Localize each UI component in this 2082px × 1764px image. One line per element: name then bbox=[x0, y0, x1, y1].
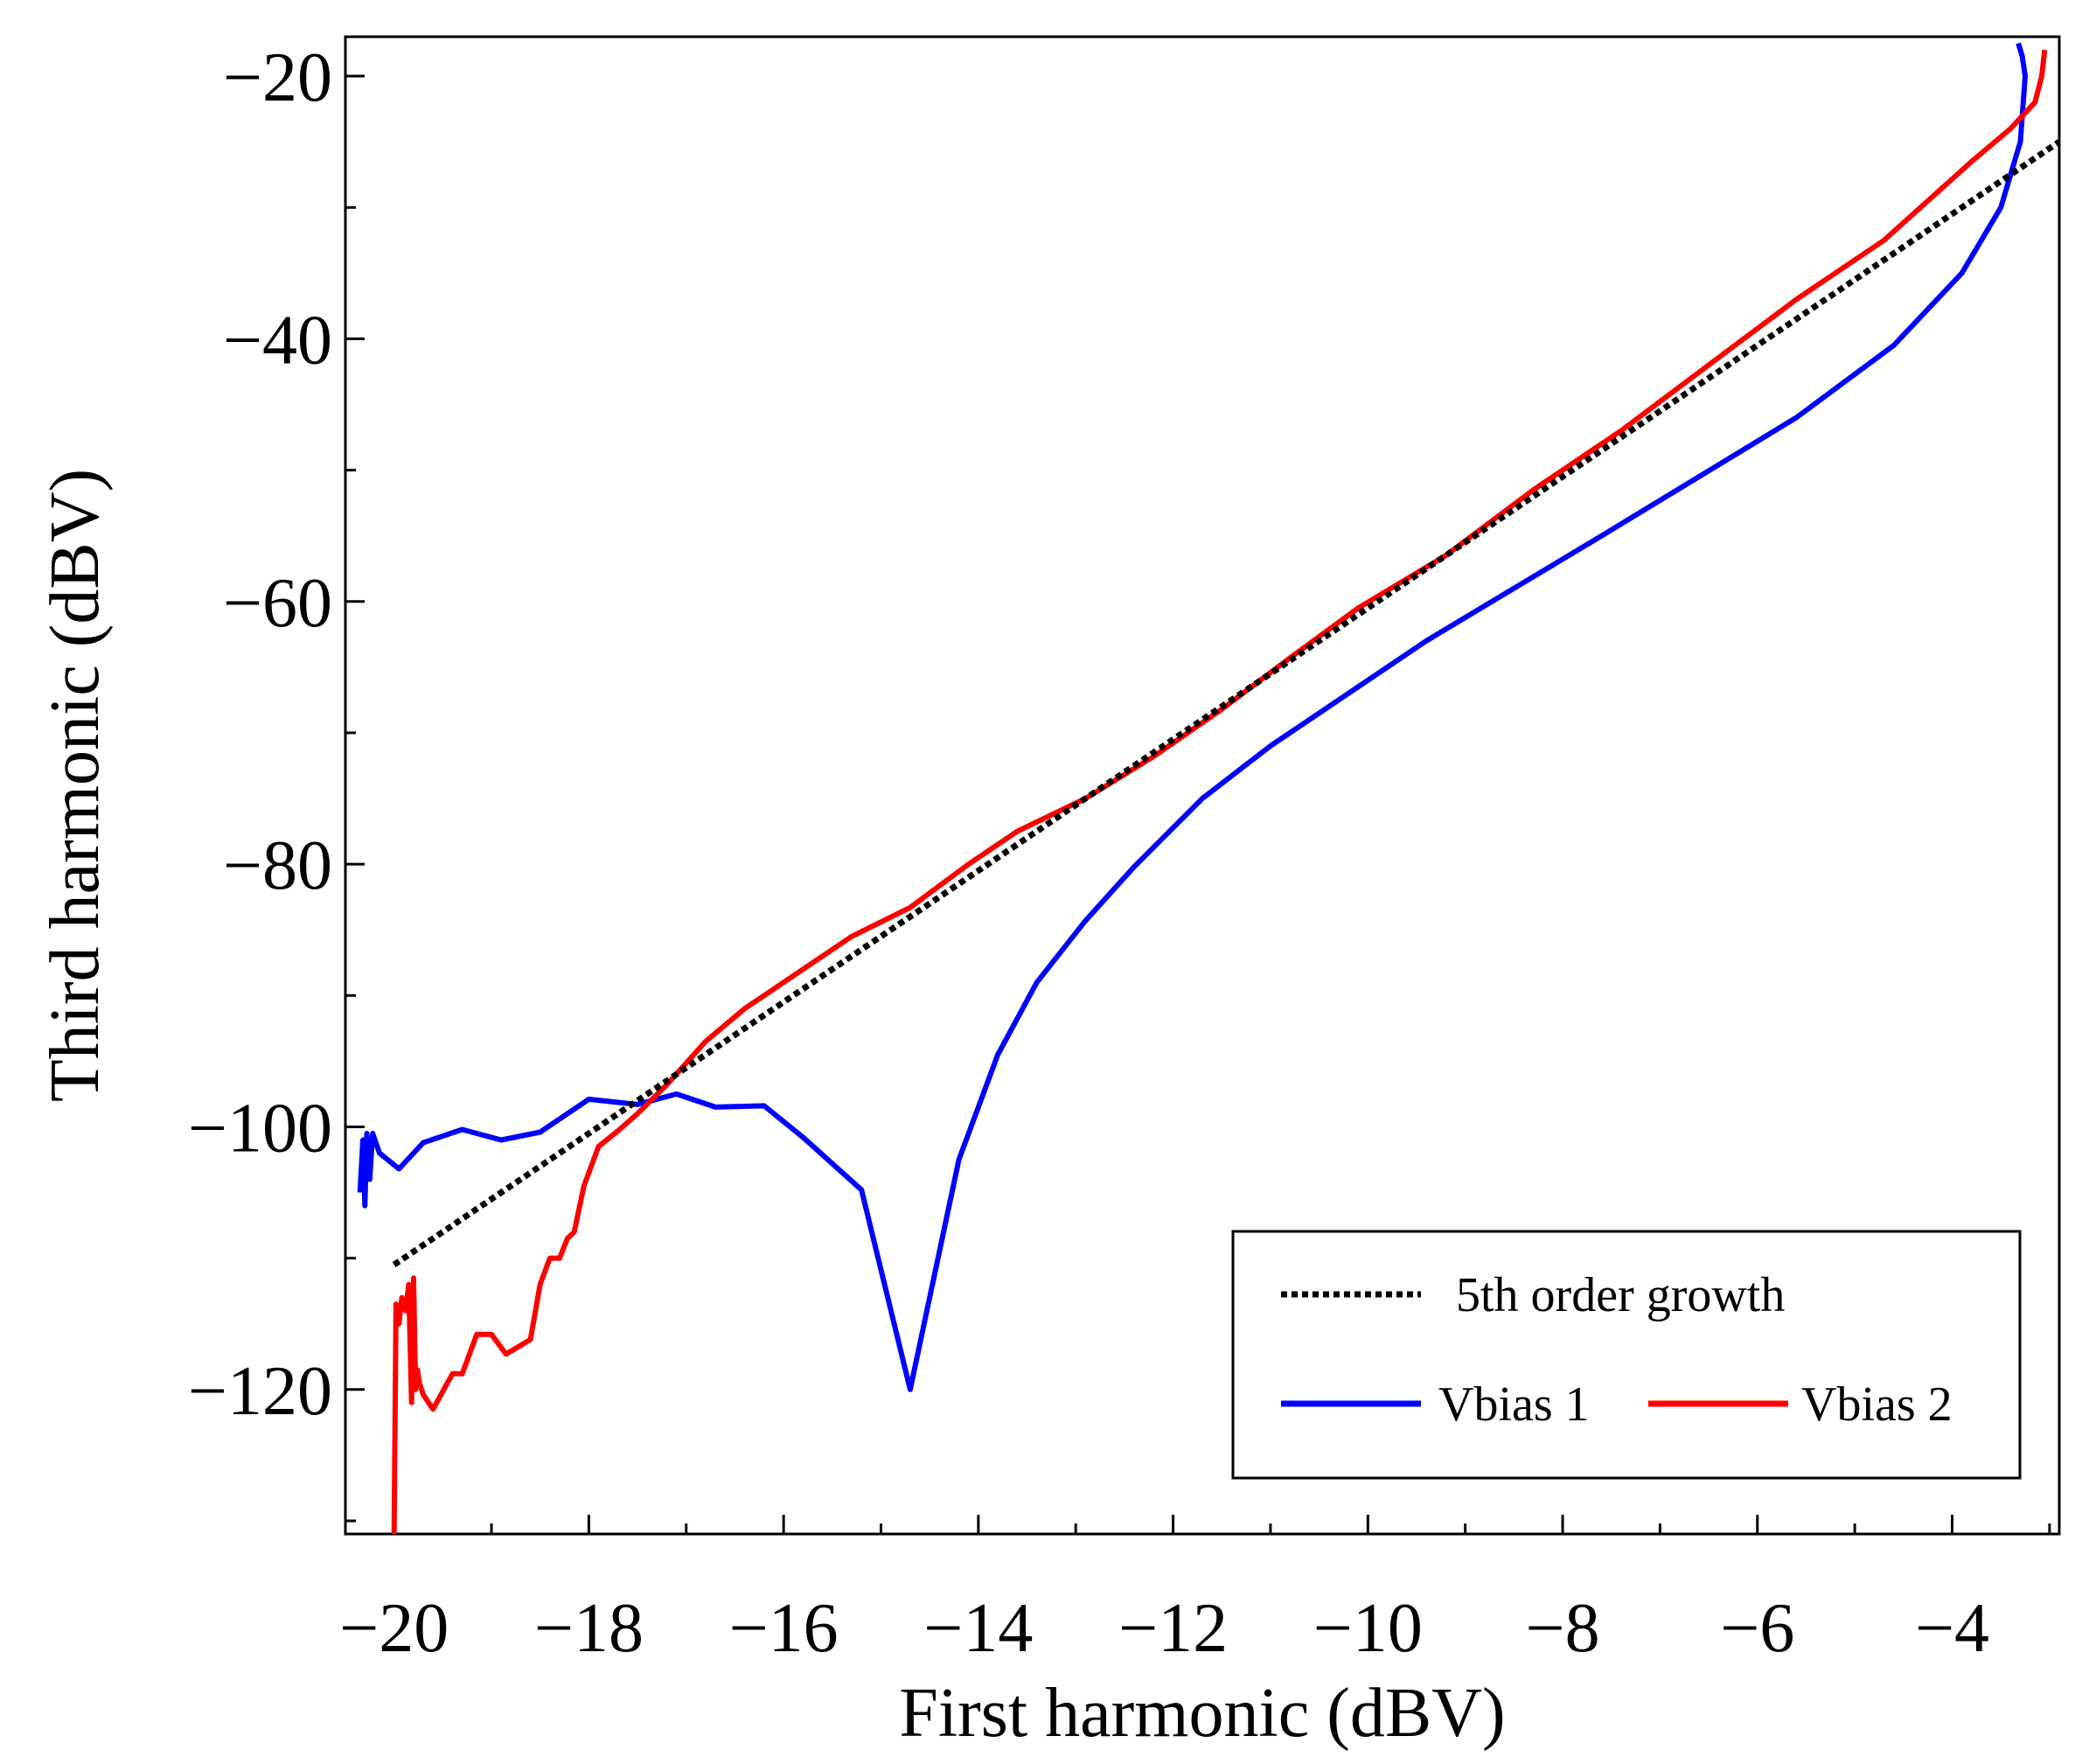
series-line-5th-order-growth bbox=[392, 139, 2061, 1268]
x-axis-ticks bbox=[393, 1515, 2051, 1534]
y-axis-label: Third harmonic (dBV) bbox=[37, 469, 114, 1102]
x-tick-label: −14 bbox=[923, 1590, 1033, 1667]
x-axis-label: First harmonic (dBV) bbox=[899, 1675, 1505, 1752]
x-tick-label: −16 bbox=[729, 1590, 839, 1667]
y-axis-tick-labels: −20 −40 −60 −80 −100 −120 bbox=[188, 39, 332, 1430]
legend-box bbox=[1231, 1230, 2022, 1480]
series-line-vbias-2 bbox=[391, 49, 2048, 1535]
x-tick-label: −20 bbox=[339, 1590, 449, 1667]
x-axis-tick-labels: −20 −18 −16 −14 −12 −10 −8 −6 −4 bbox=[339, 1590, 1989, 1667]
y-tick-label: −40 bbox=[223, 302, 332, 379]
y-tick-label: −100 bbox=[188, 1090, 332, 1167]
legend-label-5th-order: 5th order growth bbox=[1456, 1268, 1785, 1322]
x-tick-label: −18 bbox=[534, 1590, 644, 1667]
x-tick-label: −12 bbox=[1118, 1590, 1228, 1667]
legend: 5th order growth Vbias 1 Vbias 2 bbox=[1231, 1230, 2022, 1480]
y-tick-label: −20 bbox=[223, 39, 332, 116]
x-tick-label: −4 bbox=[1915, 1590, 1989, 1667]
y-tick-label: −80 bbox=[223, 827, 332, 904]
legend-label-vbias-2: Vbias 2 bbox=[1801, 1377, 1953, 1432]
series-line-vbias-1 bbox=[357, 42, 2028, 1392]
series-layer bbox=[357, 42, 2061, 1535]
y-tick-label: −120 bbox=[188, 1353, 332, 1430]
y-axis-ticks bbox=[345, 74, 365, 1523]
x-tick-label: −6 bbox=[1720, 1590, 1794, 1667]
x-tick-label: −8 bbox=[1525, 1590, 1599, 1667]
x-tick-label: −10 bbox=[1313, 1590, 1423, 1667]
plot-frame bbox=[344, 35, 2061, 1536]
y-tick-label: −60 bbox=[223, 565, 332, 642]
legend-label-vbias-1: Vbias 1 bbox=[1438, 1377, 1590, 1432]
